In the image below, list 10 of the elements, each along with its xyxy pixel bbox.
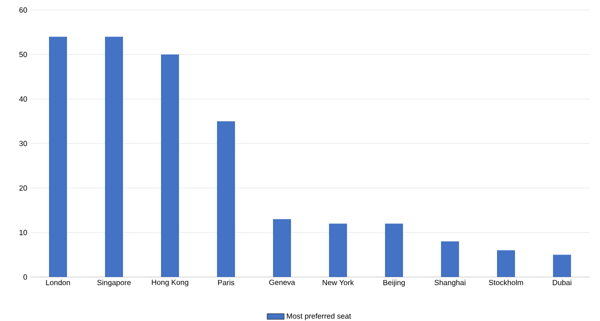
bar	[49, 36, 67, 277]
bar	[497, 250, 516, 277]
bar	[217, 121, 236, 277]
bar	[329, 224, 348, 277]
bar	[161, 54, 180, 277]
bar	[273, 219, 292, 277]
bar	[105, 36, 123, 277]
bar	[441, 241, 460, 277]
bar	[385, 224, 404, 277]
bar	[553, 254, 572, 277]
